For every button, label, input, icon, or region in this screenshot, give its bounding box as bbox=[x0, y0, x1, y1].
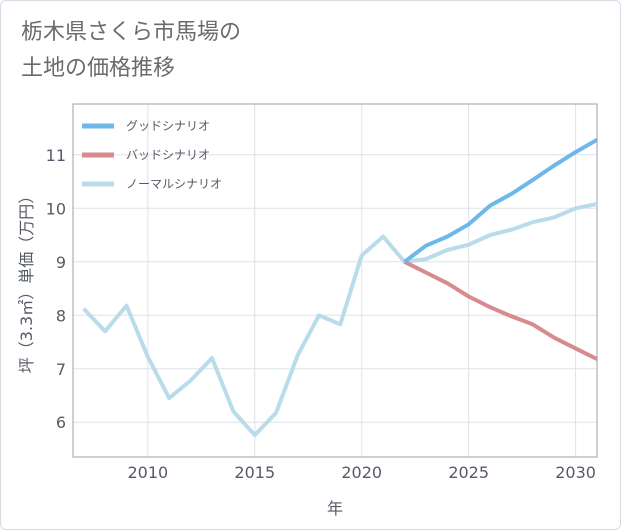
series-layer bbox=[82, 138, 598, 438]
y-tick-label: 9 bbox=[56, 253, 66, 272]
y-tick-label: 10 bbox=[46, 199, 66, 218]
legend-label: バッドシナリオ bbox=[126, 148, 210, 162]
y-tick-label: 8 bbox=[56, 306, 66, 325]
legend-label: グッドシナリオ bbox=[126, 119, 210, 133]
y-tick-label: 11 bbox=[46, 146, 66, 165]
plot-frame bbox=[72, 103, 598, 458]
series-line-0 bbox=[403, 138, 598, 264]
x-tick-labels: 2010 2015 2020 2025 2030 bbox=[127, 463, 595, 482]
x-tick-label: 2025 bbox=[448, 463, 489, 482]
series-line-1 bbox=[403, 260, 598, 361]
legend-label: ノーマルシナリオ bbox=[126, 177, 222, 191]
x-tick-label: 2010 bbox=[127, 463, 168, 482]
y-tick-label: 6 bbox=[56, 413, 66, 432]
series-line-2 bbox=[82, 202, 598, 438]
x-tick-label: 2030 bbox=[555, 463, 596, 482]
chart-title-line-2: 土地の価格推移 bbox=[21, 56, 176, 81]
chart-title-line-1: 栃木県さくら市馬場の bbox=[21, 20, 242, 45]
x-tick-label: 2020 bbox=[341, 463, 382, 482]
x-tick-label: 2015 bbox=[234, 463, 275, 482]
y-tick-label: 7 bbox=[56, 360, 66, 379]
y-axis-title: 坪（3.3㎡）単価（万円） bbox=[17, 188, 36, 373]
chart-title: 栃木県さくら市馬場の 土地の価格推移 bbox=[21, 15, 241, 87]
y-tick-labels: 6 7 8 9 10 11 bbox=[46, 146, 66, 432]
x-axis-title: 年 bbox=[327, 499, 343, 518]
